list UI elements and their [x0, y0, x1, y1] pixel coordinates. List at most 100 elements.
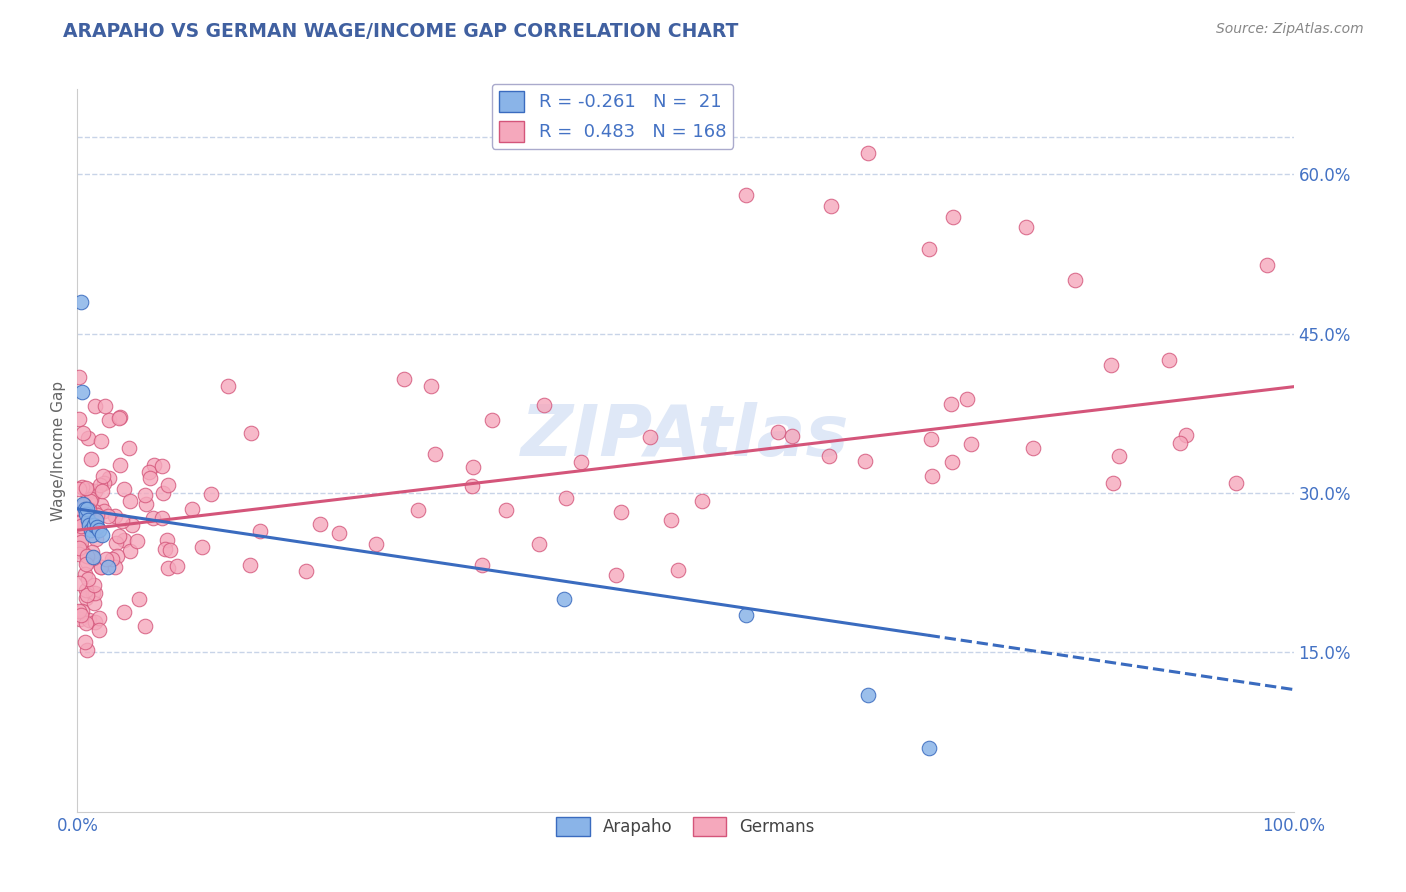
Point: [76, 555, 98, 569]
Legend: Arapaho, Germans: Arapaho, Germans: [550, 811, 821, 843]
Point: [959, 437, 981, 451]
Point: [690, 494, 713, 508]
Point: [780, 429, 803, 443]
Point: [80, 492, 103, 507]
Point: [529, 537, 551, 551]
Text: Source: ZipAtlas.com: Source: ZipAtlas.com: [1216, 22, 1364, 37]
Point: [553, 592, 575, 607]
Point: [90, 498, 112, 512]
Text: ARAPAHO VS GERMAN WAGE/INCOME GAP CORRELATION CHART: ARAPAHO VS GERMAN WAGE/INCOME GAP CORREL…: [63, 22, 738, 41]
Point: [139, 470, 162, 484]
Point: [79, 494, 101, 508]
Point: [76, 502, 98, 516]
Point: [920, 432, 942, 446]
Point: [82, 545, 104, 559]
Point: [249, 524, 271, 538]
Point: [1102, 476, 1125, 491]
Point: [108, 458, 131, 472]
Point: [89, 523, 111, 537]
Point: [1015, 220, 1038, 235]
Point: [67, 411, 90, 425]
Point: [108, 410, 131, 425]
Point: [76, 486, 98, 500]
Point: [666, 563, 689, 577]
Point: [87, 611, 110, 625]
Point: [80, 523, 103, 537]
Point: [112, 605, 135, 619]
Point: [79, 515, 101, 529]
Point: [67, 370, 90, 384]
Point: [114, 533, 136, 547]
Point: [191, 540, 214, 554]
Point: [328, 525, 350, 540]
Point: [605, 567, 627, 582]
Point: [91, 468, 114, 483]
Y-axis label: Wage/Income Gap: Wage/Income Gap: [51, 380, 66, 521]
Point: [820, 199, 842, 213]
Point: [75, 583, 97, 598]
Point: [134, 488, 156, 502]
Point: [83, 504, 105, 518]
Point: [735, 188, 758, 202]
Point: [918, 741, 941, 756]
Point: [86, 520, 108, 534]
Point: [366, 537, 388, 551]
Point: [638, 430, 661, 444]
Point: [153, 541, 176, 556]
Point: [392, 371, 415, 385]
Point: [817, 450, 839, 464]
Point: [90, 560, 112, 574]
Point: [471, 558, 494, 572]
Point: [406, 503, 429, 517]
Point: [75, 615, 97, 630]
Point: [82, 549, 104, 564]
Point: [150, 510, 173, 524]
Point: [91, 483, 114, 498]
Point: [67, 576, 90, 591]
Point: [105, 549, 128, 564]
Point: [609, 505, 631, 519]
Point: [83, 585, 105, 599]
Point: [84, 484, 107, 499]
Point: [104, 559, 127, 574]
Point: [166, 559, 188, 574]
Point: [128, 592, 150, 607]
Point: [77, 503, 100, 517]
Point: [82, 550, 104, 565]
Point: [569, 455, 592, 469]
Point: [1099, 359, 1122, 373]
Point: [67, 541, 90, 555]
Point: [1225, 475, 1247, 490]
Point: [84, 516, 107, 531]
Point: [118, 544, 141, 558]
Point: [200, 487, 222, 501]
Point: [67, 515, 90, 529]
Point: [77, 505, 100, 519]
Point: [76, 549, 98, 563]
Point: [125, 534, 148, 549]
Point: [495, 503, 517, 517]
Point: [75, 591, 97, 606]
Point: [72, 530, 94, 544]
Point: [93, 476, 115, 491]
Point: [80, 528, 103, 542]
Point: [939, 396, 962, 410]
Point: [104, 536, 127, 550]
Point: [138, 465, 160, 479]
Point: [1022, 441, 1045, 455]
Point: [72, 497, 94, 511]
Point: [73, 566, 96, 581]
Point: [239, 558, 262, 572]
Point: [76, 572, 98, 586]
Point: [735, 608, 758, 623]
Point: [70, 480, 93, 494]
Point: [97, 413, 120, 427]
Point: [956, 392, 979, 407]
Point: [67, 482, 90, 496]
Point: [73, 498, 96, 512]
Point: [1063, 273, 1085, 287]
Point: [152, 485, 174, 500]
Point: [69, 518, 91, 533]
Point: [67, 516, 90, 531]
Point: [69, 612, 91, 626]
